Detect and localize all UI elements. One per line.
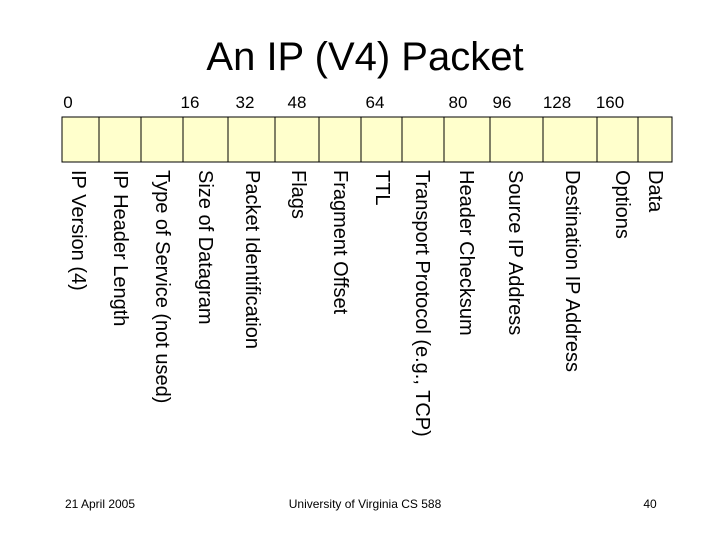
footer-source: University of Virginia CS 588 xyxy=(289,497,442,511)
footer-page: 40 xyxy=(643,497,657,511)
packet-bar xyxy=(61,116,673,163)
bit-offset: 32 xyxy=(236,93,255,112)
bit-offset: 160 xyxy=(596,93,624,112)
bit-offset: 128 xyxy=(543,93,571,112)
field-label: Packet Identification xyxy=(241,170,263,349)
field-label: Header Checksum xyxy=(455,170,477,336)
bit-offset: 96 xyxy=(493,93,512,112)
field-label: Options xyxy=(611,170,633,239)
field-label: Data xyxy=(644,170,666,213)
bit-offset: 64 xyxy=(366,93,385,112)
bit-offset: 48 xyxy=(288,93,307,112)
field-label: Fragment Offset xyxy=(329,170,351,315)
field-label: TTL xyxy=(371,170,393,206)
field-label: Destination IP Address xyxy=(561,170,583,372)
bit-offset: 80 xyxy=(449,93,468,112)
field-label: Source IP Address xyxy=(504,170,526,335)
bit-offset: 0 xyxy=(63,93,72,112)
footer-date: 21 April 2005 xyxy=(65,497,135,511)
field-label: Type of Service (not used) xyxy=(151,170,173,403)
field-label: Transport Protocol (e.g., TCP) xyxy=(411,170,433,437)
field-label: Flags xyxy=(287,170,309,219)
field-label: Size of Datagram xyxy=(194,170,216,325)
field-label: IP Version (4) xyxy=(67,170,89,291)
field-label: IP Header Length xyxy=(109,170,131,326)
slide-title: An IP (V4) Packet xyxy=(206,35,523,79)
bit-offset: 16 xyxy=(181,93,200,112)
